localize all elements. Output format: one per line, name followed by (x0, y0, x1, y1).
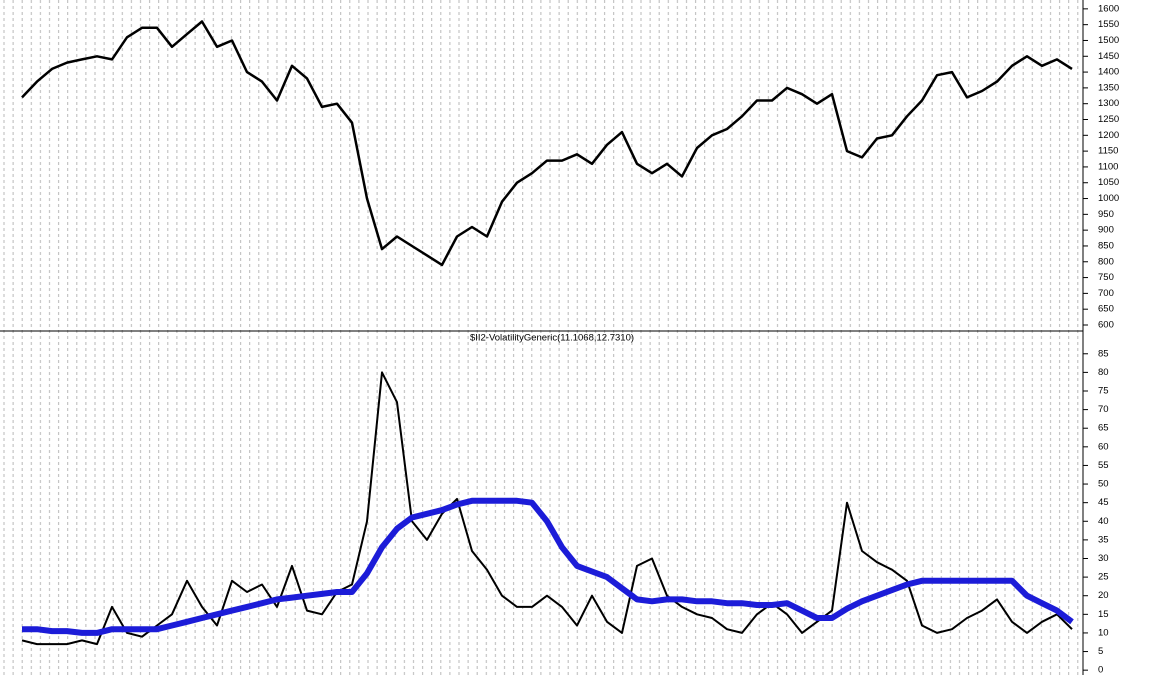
y-tick-label: 40 (1098, 516, 1109, 527)
y-tick-label: 900 (1098, 225, 1114, 236)
y-tick-label: 1450 (1098, 51, 1119, 62)
y-tick-label: 1400 (1098, 67, 1119, 78)
line-series (21, 20, 1073, 267)
y-tick-label: 1350 (1098, 82, 1119, 93)
y-tick-label: 1250 (1098, 114, 1119, 125)
y-tick-label: 1150 (1098, 146, 1118, 157)
y-tick-label: 1600 (1098, 3, 1119, 14)
vertical-grid (0, 0, 1083, 675)
y-tick-label: 20 (1098, 590, 1109, 601)
y-tick-label: 750 (1098, 272, 1114, 283)
y-tick-label: 75 (1098, 386, 1109, 397)
y-tick-label: 1500 (1098, 35, 1119, 46)
y-tick-label: 10 (1098, 627, 1109, 638)
y-tick-label: 70 (1098, 404, 1109, 415)
y-tick-label: 80 (1098, 367, 1109, 378)
y-tick-label: 650 (1098, 304, 1114, 315)
y-tick-label: 950 (1098, 209, 1114, 220)
y-tick-label: 700 (1098, 288, 1114, 299)
y-tick-label: 1100 (1098, 161, 1118, 172)
y-tick-label: 1050 (1098, 177, 1119, 188)
y-tick-label: 850 (1098, 240, 1114, 251)
y-tick-label: 0 (1098, 665, 1103, 675)
y-tick-label: 25 (1098, 572, 1109, 583)
y-tick-label: 50 (1098, 479, 1109, 490)
line-series (21, 371, 1073, 646)
y-tick-label: 35 (1098, 534, 1109, 545)
y-tick-label: 60 (1098, 441, 1109, 452)
y-tick-label: 45 (1098, 497, 1109, 508)
y-tick-label: 15 (1098, 609, 1109, 620)
chart-title: $II2-VolatilityGeneric(11.1068,12.7310) (470, 333, 634, 344)
y-tick-label: 30 (1098, 553, 1109, 564)
line-series (22, 497, 1074, 636)
y-tick-label: 55 (1098, 460, 1109, 471)
y-tick-label: 1200 (1098, 130, 1119, 141)
y-tick-label: 800 (1098, 256, 1114, 267)
y-tick-label: 600 (1098, 320, 1114, 331)
y-tick-label: 5 (1098, 646, 1103, 657)
y-tick-label: 85 (1098, 348, 1109, 359)
y-tick-label: 1550 (1098, 19, 1119, 30)
y-tick-label: 65 (1098, 423, 1109, 434)
y-tick-label: 1300 (1098, 98, 1119, 109)
y-tick-label: 1000 (1098, 193, 1119, 204)
